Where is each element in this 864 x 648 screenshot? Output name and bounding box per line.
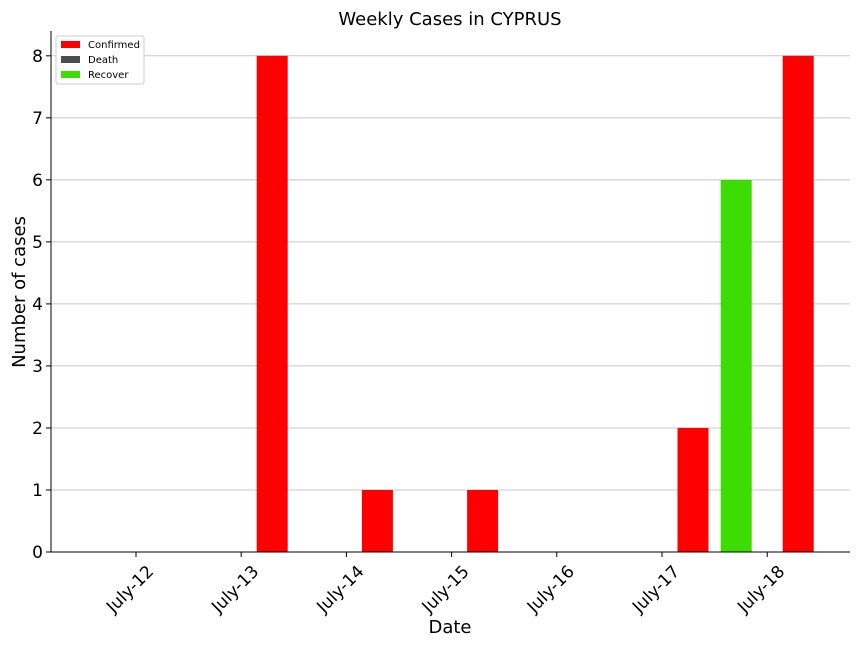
legend-label-confirmed: Confirmed bbox=[88, 40, 140, 51]
x-ticks: July-12 July-13 July-14 July-15 July-16 July-… bbox=[102, 552, 789, 618]
bar-confirmed-6 bbox=[782, 55, 814, 553]
x-tick-label: July-16 bbox=[523, 562, 579, 618]
x-tick-label: July-14 bbox=[313, 562, 369, 618]
y-tick-label: 8 bbox=[32, 47, 43, 67]
legend-swatch-recover bbox=[61, 71, 80, 78]
bar-confirmed-1 bbox=[256, 55, 288, 553]
x-tick-label: July-12 bbox=[102, 562, 158, 618]
y-tick-label: 4 bbox=[32, 295, 43, 315]
y-tick-label: 5 bbox=[32, 233, 43, 253]
bar-recover-6 bbox=[720, 179, 752, 552]
x-tick-label: July-17 bbox=[628, 562, 684, 618]
chart-title: Weekly Cases in CYPRUS bbox=[338, 9, 561, 30]
bar-confirmed-5 bbox=[677, 427, 709, 552]
bars bbox=[256, 55, 814, 553]
y-tick-label: 7 bbox=[32, 109, 43, 129]
x-tick-label: July-15 bbox=[418, 562, 474, 618]
legend-label-death: Death bbox=[88, 55, 118, 66]
y-tick-label: 1 bbox=[32, 481, 43, 501]
legend-swatch-death bbox=[61, 56, 80, 63]
x-tick-label: July-13 bbox=[207, 562, 263, 618]
y-tick-label: 3 bbox=[32, 357, 43, 377]
y-tick-label: 0 bbox=[32, 543, 43, 563]
legend: Confirmed Death Recover bbox=[55, 35, 145, 85]
x-tick-label: July-18 bbox=[733, 562, 789, 618]
x-axis-title: Date bbox=[428, 617, 471, 638]
legend-swatch-confirmed bbox=[61, 41, 80, 48]
bar-confirmed-3 bbox=[467, 489, 499, 552]
y-axis-title: Number of cases bbox=[9, 216, 30, 368]
grid-lines bbox=[51, 55, 850, 491]
bar-confirmed-2 bbox=[361, 489, 393, 552]
y-ticks: 0 1 2 3 4 5 6 7 8 bbox=[32, 47, 51, 563]
legend-label-recover: Recover bbox=[88, 70, 129, 81]
y-tick-label: 2 bbox=[32, 419, 43, 439]
y-tick-label: 6 bbox=[32, 171, 43, 191]
